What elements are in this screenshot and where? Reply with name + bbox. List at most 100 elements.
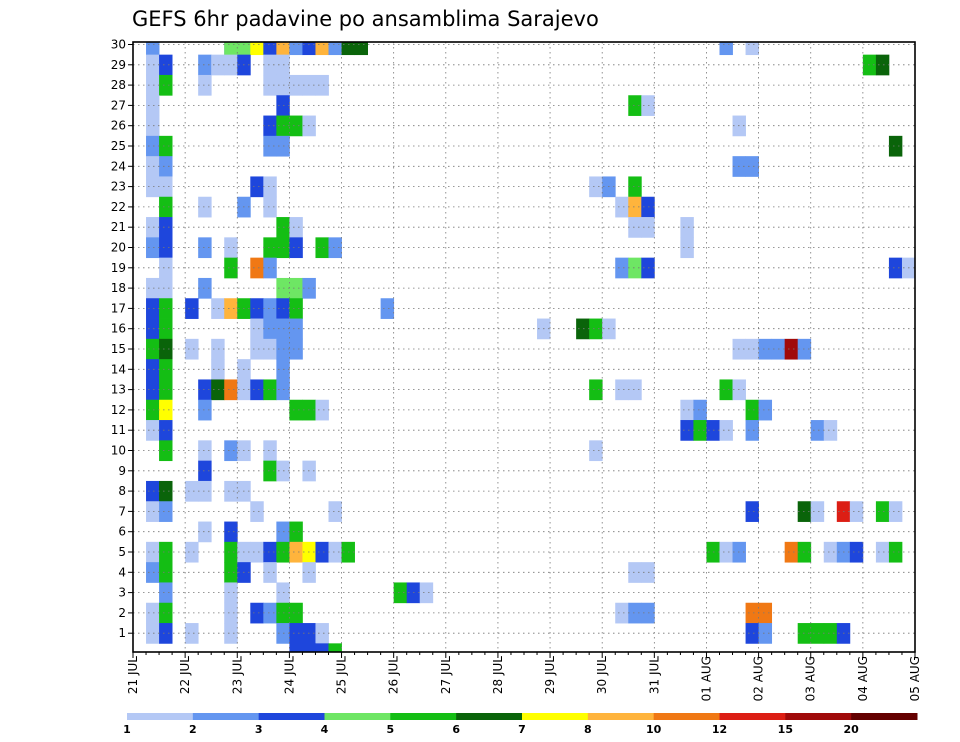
heatmap-cell: [589, 176, 603, 198]
heatmap-cell: [888, 257, 903, 279]
heatmap-cell: [185, 338, 199, 360]
legend-color-swatch: [390, 713, 457, 720]
y-tick-label: 15: [111, 342, 126, 356]
legend-label: 15: [778, 723, 793, 736]
heatmap-cell: [419, 582, 434, 604]
heatmap-cell: [159, 440, 173, 462]
heatmap-cell: [198, 196, 212, 218]
heatmap-cell: [250, 602, 264, 624]
x-tick-label: 28 JUL: [491, 656, 505, 694]
x-tick-label: 02 AUG: [752, 656, 766, 701]
heatmap-cell: [185, 298, 199, 319]
heatmap-cell: [628, 217, 642, 238]
heatmap-cell: [315, 643, 329, 653]
heatmap-cell: [211, 54, 225, 76]
heatmap-cell: [615, 257, 629, 279]
heatmap-cell: [263, 74, 277, 96]
y-tick-label: 13: [111, 383, 126, 397]
heatmap-cell: [315, 42, 329, 56]
heatmap-cell: [315, 237, 329, 259]
heatmap-cell: [745, 156, 759, 177]
heatmap-cell: [758, 602, 773, 624]
heatmap-cell: [159, 623, 173, 644]
heatmap-cell: [628, 196, 642, 218]
heatmap-cell: [159, 237, 173, 259]
heatmap-cell: [224, 623, 238, 644]
heatmap-cell: [224, 602, 238, 624]
heatmap-cell: [680, 217, 694, 238]
heatmap-cell: [159, 298, 173, 319]
heatmap-cell: [263, 54, 277, 76]
heatmap-cell: [354, 42, 368, 56]
heatmap-cell: [680, 399, 694, 421]
heatmap-cell: [849, 501, 864, 522]
heatmap-cell: [198, 440, 212, 462]
heatmap-cell: [159, 501, 173, 522]
heatmap-cell: [289, 541, 303, 563]
heatmap-cell: [823, 420, 838, 441]
heatmap-cell: [146, 115, 160, 137]
heatmap-cell: [719, 420, 733, 441]
legend-label: 7: [518, 723, 526, 736]
heatmap-cell: [888, 501, 903, 522]
legend-color-swatch: [653, 713, 720, 720]
heatmap-cell: [146, 480, 160, 502]
heatmap-cell: [745, 42, 759, 56]
heatmap-cell: [341, 42, 355, 56]
y-tick-label: 30: [111, 38, 126, 52]
heatmap-cell: [784, 338, 799, 360]
heatmap-cell: [159, 277, 173, 299]
grid-lines: [133, 42, 915, 652]
x-tick-label: 25 JUL: [335, 656, 349, 694]
x-tick-label: 23 JUL: [230, 656, 244, 694]
heatmap-cell: [263, 318, 277, 340]
legend-label: 6: [452, 723, 460, 736]
heatmap-cell: [263, 135, 277, 157]
heatmap-cell: [211, 359, 225, 380]
heatmap-cell: [328, 501, 342, 522]
x-tick-label: 24 JUL: [282, 656, 296, 694]
heatmap-cell: [198, 460, 212, 482]
y-tick-label: 18: [111, 281, 126, 295]
heatmap-cell: [237, 42, 251, 56]
heatmap-cell: [146, 623, 160, 644]
heatmap-cell: [328, 42, 342, 56]
heatmap-cell: [159, 399, 173, 421]
heatmap-cell: [615, 196, 629, 218]
heatmap-cell: [615, 602, 629, 624]
heatmap-cell: [263, 298, 277, 319]
heatmap-cell: [719, 42, 733, 56]
heatmap-cell: [159, 257, 173, 279]
heatmap-cell: [198, 277, 212, 299]
heatmap-cell: [302, 643, 316, 653]
heatmap-cell: [758, 338, 773, 360]
heatmap-cell: [159, 541, 173, 563]
x-tick-label: 21 JUL: [126, 656, 140, 694]
heatmap-cell: [159, 54, 173, 76]
heatmap-cell: [289, 237, 303, 259]
heatmap-cell: [875, 54, 890, 76]
heatmap-cell: [185, 480, 199, 502]
heatmap-cell: [146, 420, 160, 441]
y-tick-label: 6: [118, 525, 126, 539]
heatmap-cell: [810, 501, 825, 522]
y-tick-label: 17: [111, 301, 126, 315]
heatmap-cell: [615, 379, 629, 401]
heatmap-cell: [289, 623, 303, 644]
legend-color-swatch: [785, 713, 852, 720]
heatmap-cell: [198, 379, 212, 401]
heatmap-cell: [211, 298, 225, 319]
x-tick-label: 26 JUL: [387, 656, 401, 694]
heatmap-cell: [745, 338, 759, 360]
heatmap-cell: [745, 399, 759, 421]
heatmap-cell: [289, 338, 303, 360]
legend-color-swatch: [522, 713, 589, 720]
heatmap-cell: [250, 379, 264, 401]
heatmap-cell: [146, 501, 160, 522]
heatmap-cell: [745, 623, 759, 644]
heatmap-cell: [758, 623, 773, 644]
heatmap-cell: [263, 42, 277, 56]
heatmap-cell: [888, 541, 903, 563]
heatmap-cell: [198, 54, 212, 76]
